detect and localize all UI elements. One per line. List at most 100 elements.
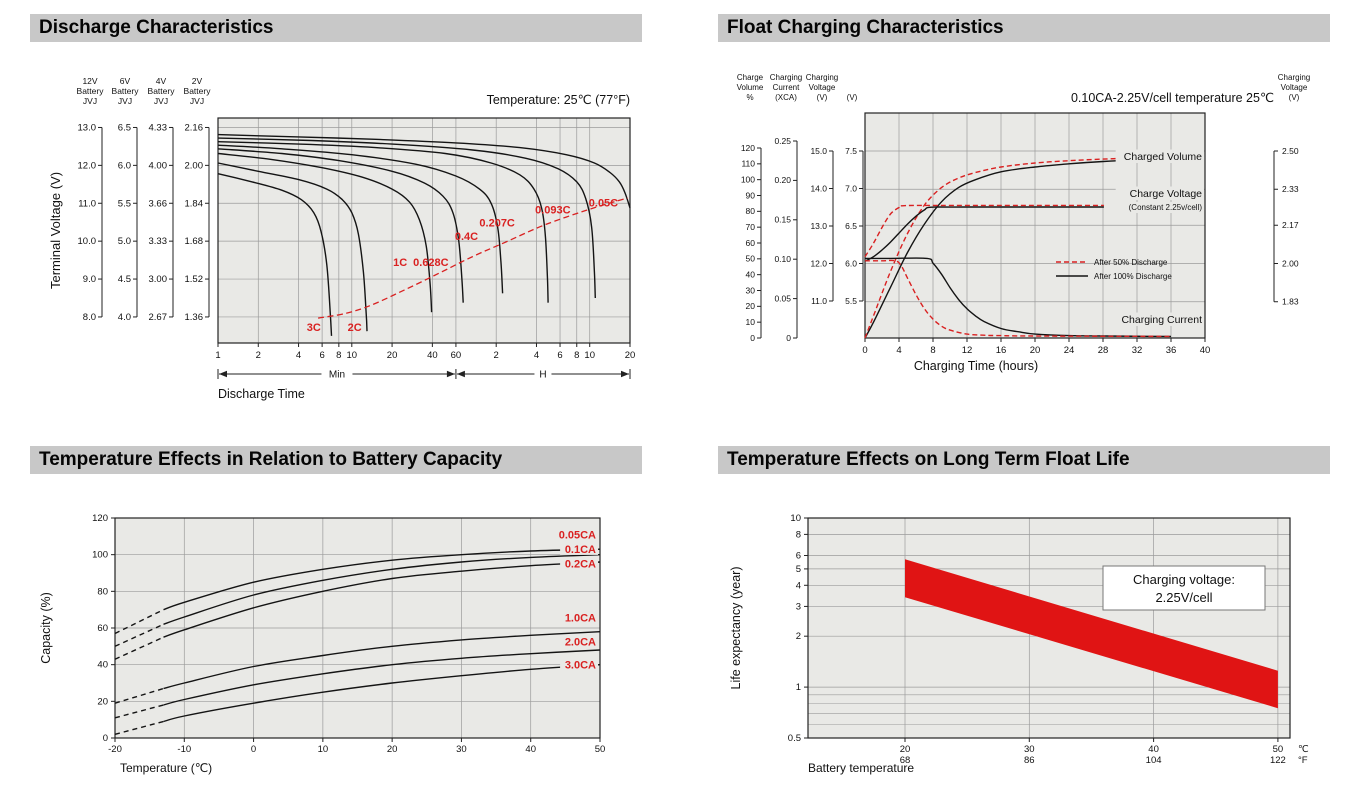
plot-label-bg xyxy=(1103,202,1204,213)
discharge-curve-2C xyxy=(217,162,368,332)
x-tick-label: 50 xyxy=(595,744,606,755)
y-axis-header-line: 4V xyxy=(156,76,167,86)
discharge-curve-3C xyxy=(217,173,333,336)
x-tick-label: -10 xyxy=(177,744,191,755)
plot-background xyxy=(218,118,630,343)
section-title: Float Charging Characteristics xyxy=(727,17,1004,38)
y-axis-header-line: Battery xyxy=(77,86,105,96)
section-title: Discharge Characteristics xyxy=(39,17,274,38)
note-line-1: Charging voltage: xyxy=(1133,572,1235,587)
y-tick-label: 3.33 xyxy=(149,236,168,247)
discharge-characteristics-chart: 12VBatteryJVJ13.012.011.010.09.08.06VBat… xyxy=(48,76,635,401)
x-tick-label-fahrenheit: 86 xyxy=(1024,755,1035,766)
rate-label-0.207C: 0.207C xyxy=(479,217,515,229)
right-tick-label: 2.17 xyxy=(1282,220,1299,230)
y-tick-label: 110 xyxy=(741,159,755,169)
y-axis-header-line: JVJ xyxy=(154,96,168,106)
x-tick-label: 60 xyxy=(451,350,462,361)
y-tick-label: 20 xyxy=(746,301,756,311)
y-axis-header-line: % xyxy=(746,93,753,102)
y-tick-label: 1.52 xyxy=(185,274,204,285)
y-tick-label: 0.5 xyxy=(788,733,801,744)
y-tick-label: 100 xyxy=(92,550,108,561)
curve-3.0CA xyxy=(163,664,601,723)
y-axis-header-line: JVJ xyxy=(118,96,132,106)
y-tick-label: 9.0 xyxy=(83,274,96,285)
y-tick-label: 3 xyxy=(796,601,801,612)
y-axis-header-line: Charging xyxy=(770,73,802,82)
y-tick-label: 0.10 xyxy=(774,254,791,264)
x-tick-label: 10 xyxy=(584,350,595,361)
x-tick-label: 24 xyxy=(1064,345,1075,356)
x-segment-label-bg xyxy=(534,367,552,381)
y-tick-label: 2.67 xyxy=(149,312,168,323)
y-tick-label: 120 xyxy=(741,143,755,153)
y-axis-header-line: Battery xyxy=(112,86,140,96)
x-tick-label: 0 xyxy=(862,345,867,356)
y-axis-header-line: (V) xyxy=(817,93,828,102)
plot-label-bg xyxy=(1115,186,1204,200)
y-axis-header-line: Battery xyxy=(184,86,212,96)
chart-note: Temperature: 25℃ (77°F) xyxy=(487,93,630,107)
section-title-bar: Temperature Effects on Long Term Float L… xyxy=(718,446,1330,474)
x-segment-arrowhead xyxy=(456,370,465,378)
rate-label-1C: 1C xyxy=(393,257,407,269)
x-tick-label: 6 xyxy=(319,350,324,361)
x-tick-label-fahrenheit: 104 xyxy=(1146,755,1162,766)
x-tick-label: 8 xyxy=(574,350,579,361)
y-axis-header-line: 12V xyxy=(82,76,97,86)
panel-temperature-capacity: Temperature Effects in Relation to Batte… xyxy=(30,446,642,795)
temperature-float-life-chart: 1086543210.5206830864010450122℃°FChargin… xyxy=(729,513,1309,775)
float-charging-characteristics-chart: ChargeVolume%120110100908070605040302010… xyxy=(737,73,1311,373)
x-tick-label-celsius: 30 xyxy=(1024,744,1035,755)
y-axis-header-line: 2V xyxy=(192,76,203,86)
y-tick-label: 8 xyxy=(796,529,801,540)
y-tick-label: 0 xyxy=(786,333,791,343)
x-segment-arrowhead xyxy=(446,370,455,378)
y-tick-label: 13.0 xyxy=(810,221,827,231)
x-segment-label-bg xyxy=(321,367,353,381)
y-tick-label: 6 xyxy=(796,551,801,562)
x-axis-title: Charging Time (hours) xyxy=(914,359,1038,373)
series-label-0.2CA: 0.2CA xyxy=(565,559,596,571)
y-tick-label: 60 xyxy=(97,623,108,634)
y-tick-label: 80 xyxy=(746,206,756,216)
y-tick-label: 30 xyxy=(746,285,756,295)
label-charged-volume: Charged Volume xyxy=(1124,151,1202,163)
y-tick-label: 6.5 xyxy=(845,221,857,231)
y-axis-title: Terminal Voltage (V) xyxy=(48,172,63,289)
x-tick-label: 8 xyxy=(336,350,341,361)
y-tick-label: 5.0 xyxy=(118,236,131,247)
x-segment-label: Min xyxy=(329,370,345,381)
y-tick-label: 3.66 xyxy=(149,198,168,209)
curve-0.2CA xyxy=(163,561,601,638)
y-axis-header-line: JVJ xyxy=(83,96,97,106)
x-tick-label: 4 xyxy=(296,350,301,361)
section-title-bar: Discharge Characteristics xyxy=(30,14,642,42)
y-tick-label: 40 xyxy=(746,269,756,279)
y-tick-label: 1.68 xyxy=(185,236,204,247)
y-tick-label: 1 xyxy=(796,682,801,693)
y-tick-label: 7.0 xyxy=(845,183,857,193)
x-tick-label: -20 xyxy=(108,744,122,755)
y-tick-label: 0.20 xyxy=(774,175,791,185)
x-tick-label: 32 xyxy=(1132,345,1143,356)
y-tick-label: 3.00 xyxy=(149,274,168,285)
y-axis-header-line: Volume xyxy=(737,83,764,92)
x-tick-label: 1 xyxy=(215,350,220,361)
rate-label-3C: 3C xyxy=(307,322,321,334)
y-tick-label: 5 xyxy=(796,564,801,575)
curve-charge-voltage-after-50pct-discharge xyxy=(864,204,1171,258)
y-axis-header-line: Voltage xyxy=(809,83,836,92)
rate-label-0.093C: 0.093C xyxy=(535,204,571,216)
legend-label-0: After 50% Discharge xyxy=(1094,258,1168,267)
right-tick-label: 2.50 xyxy=(1282,146,1299,156)
rate-label-2C: 2C xyxy=(348,322,362,334)
x-tick-label-celsius: 20 xyxy=(900,744,911,755)
x-tick-label: 0 xyxy=(251,744,256,755)
y-axis-header-line: Current xyxy=(773,83,800,92)
y-tick-label: 0 xyxy=(750,333,755,343)
y-tick-label: 1.84 xyxy=(185,198,204,209)
right-tick-label: 2.00 xyxy=(1282,258,1299,268)
